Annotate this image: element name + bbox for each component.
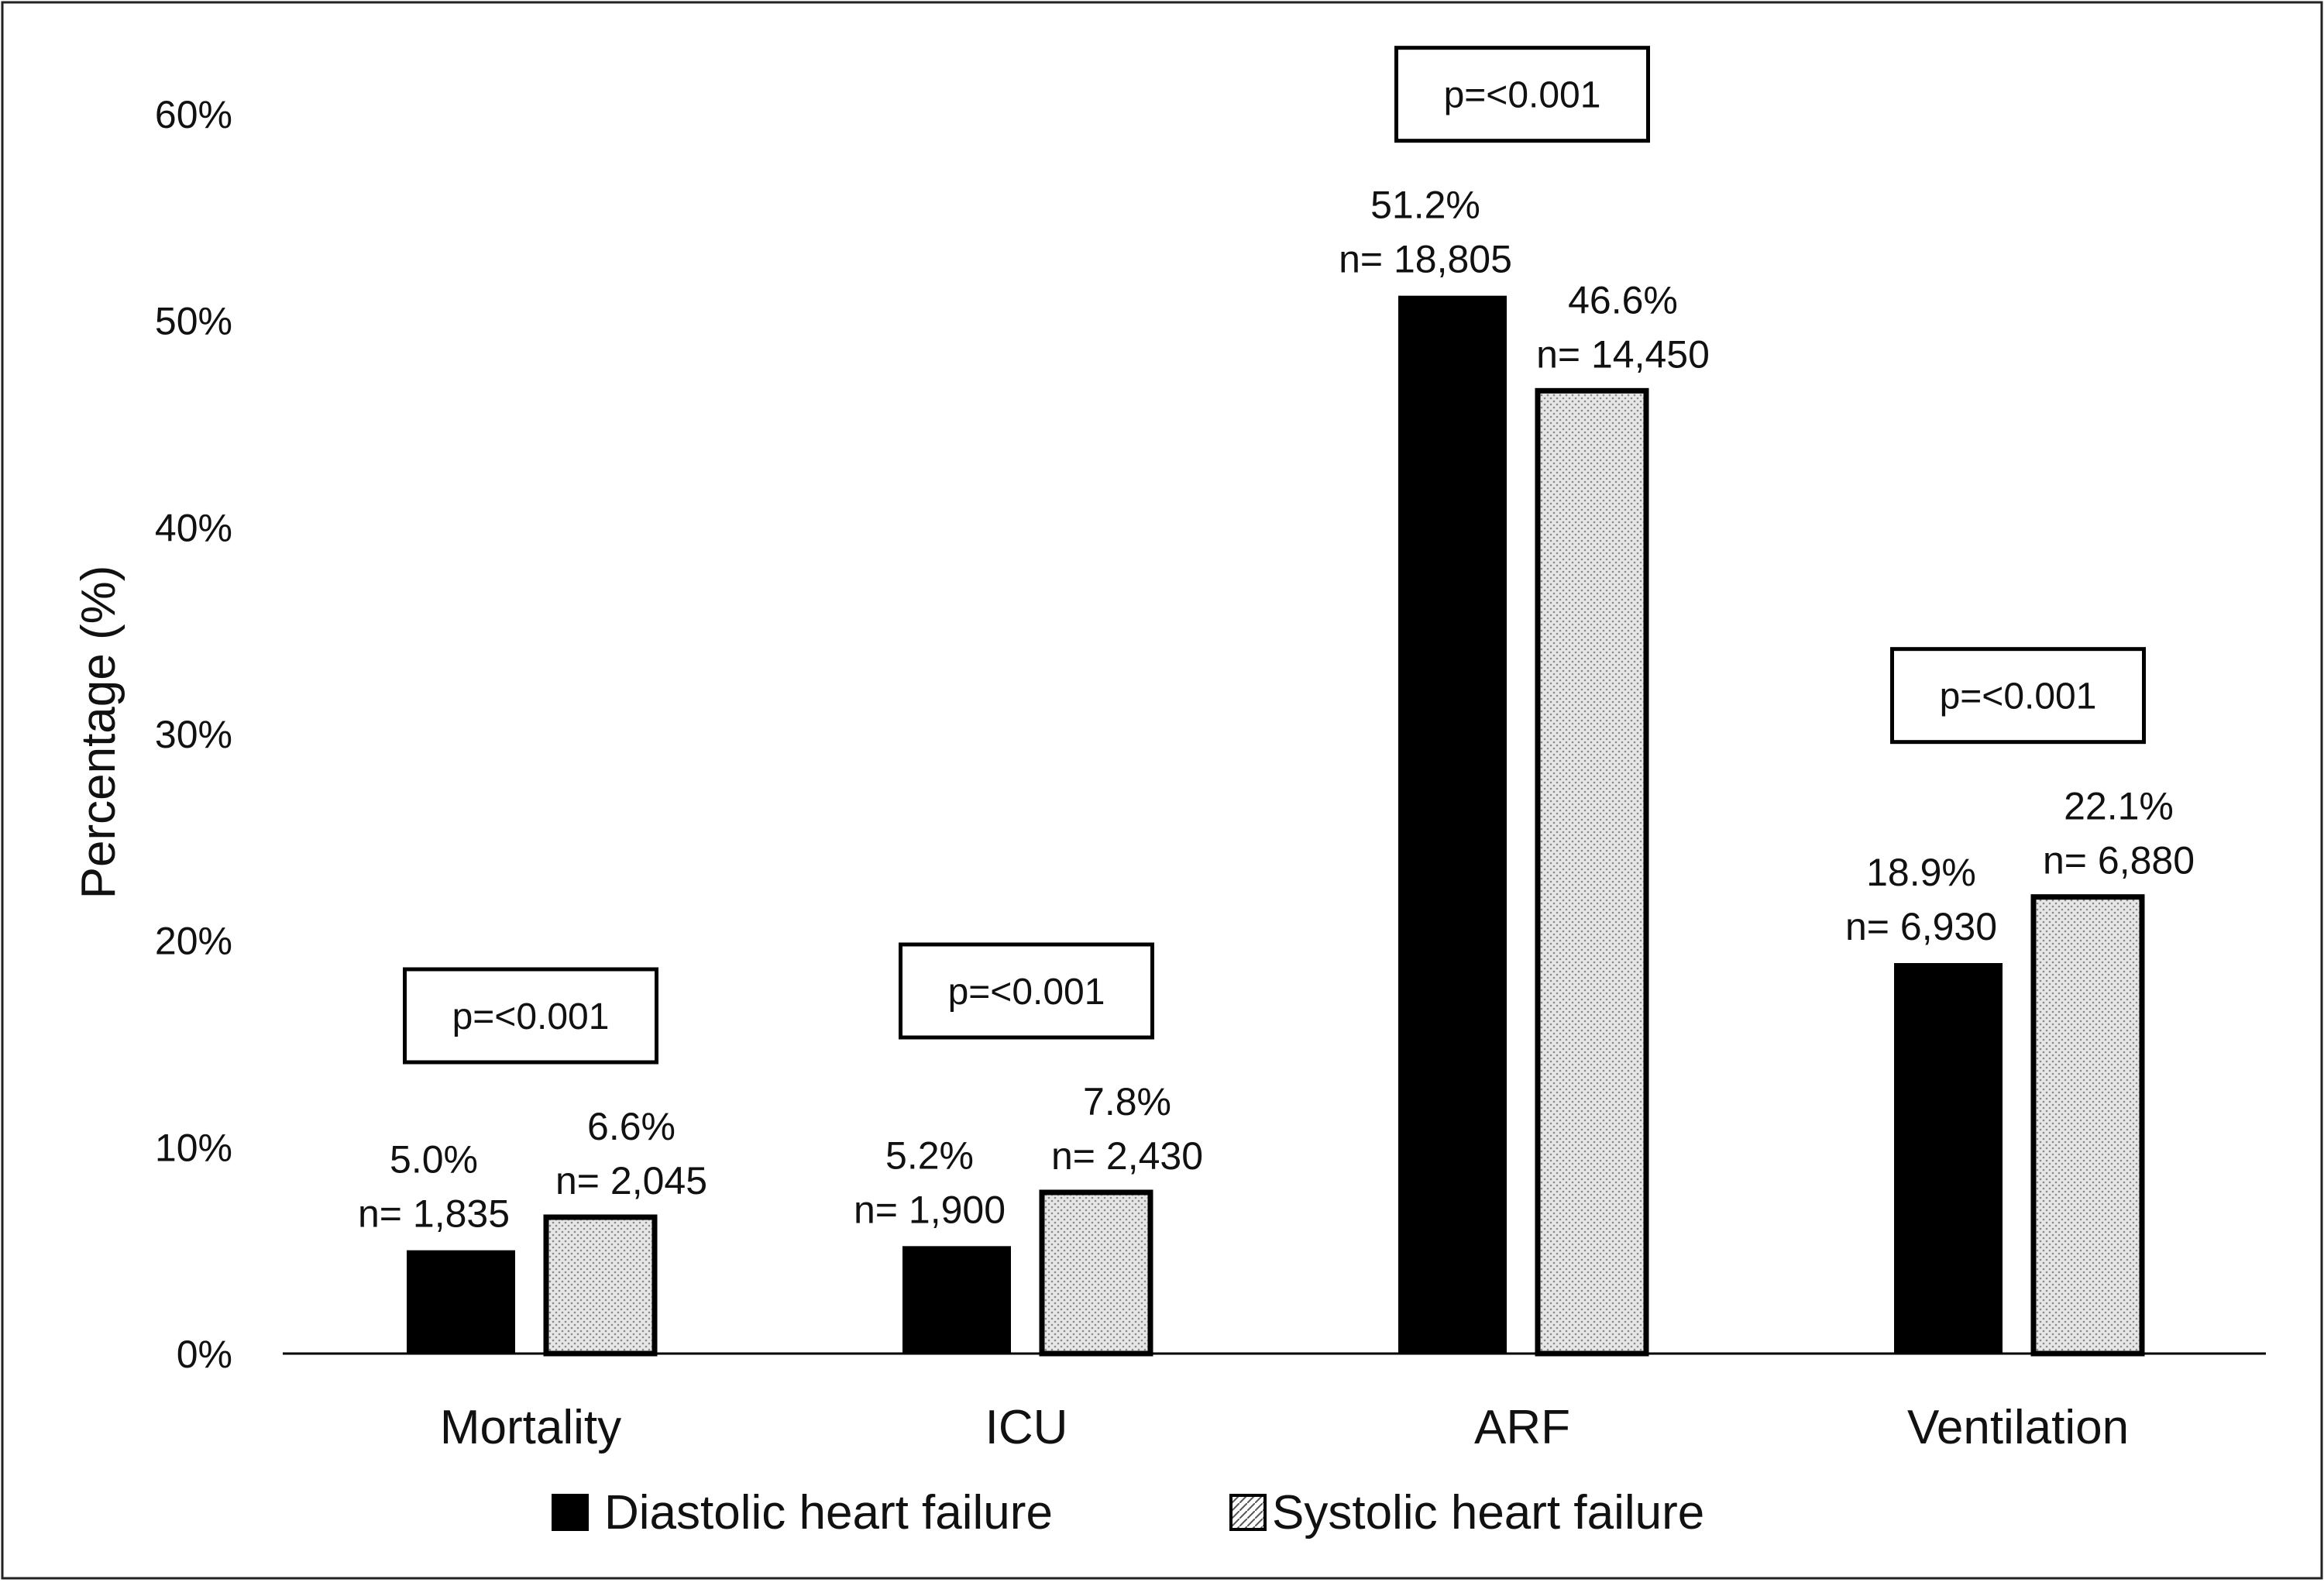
data-label-value: 46.6% [1568, 278, 1678, 322]
data-label-n: n= 1,835 [358, 1192, 510, 1236]
p-value-label: p=<0.001 [452, 996, 610, 1037]
data-label-value: 51.2% [1370, 184, 1480, 227]
data-label-n: n= 14,450 [1536, 332, 1710, 376]
p-value-label: p=<0.001 [1940, 676, 2097, 717]
bar-systolic [543, 1214, 658, 1357]
legend-label-systolic: Systolic heart failure [1272, 1486, 1704, 1540]
y-tick-label: 60% [155, 93, 232, 136]
y-tick-label: 0% [177, 1333, 232, 1376]
data-label-value: 22.1% [2064, 785, 2174, 828]
y-tick-label: 50% [155, 300, 232, 343]
y-tick-label: 40% [155, 506, 232, 549]
x-tick-label: ARF [1474, 1401, 1570, 1454]
bar-systolic [1535, 387, 1649, 1357]
bar-diastolic [1398, 295, 1507, 1354]
p-value-label: p=<0.001 [1444, 75, 1601, 116]
data-label-n: n= 6,880 [2043, 839, 2195, 882]
data-label-n: n= 2,430 [1051, 1134, 1203, 1178]
x-tick-label: Ventilation [1907, 1401, 2129, 1454]
y-axis-label: Percentage (%) [72, 566, 125, 900]
p-value-box [899, 942, 1154, 1040]
legend-label-diastolic: Diastolic heart failure [604, 1486, 1053, 1540]
y-tick-label: 30% [155, 713, 232, 756]
data-label-value: 18.9% [1866, 851, 1976, 894]
y-tick-label: 10% [155, 1126, 232, 1169]
p-value-label: p=<0.001 [948, 972, 1105, 1013]
data-label-n: n= 1,900 [854, 1188, 1006, 1231]
data-label-value: 5.0% [390, 1138, 478, 1182]
data-label-value: 6.6% [587, 1105, 676, 1148]
data-label-n: n= 6,930 [1845, 905, 1997, 948]
p-value-box [403, 967, 658, 1065]
p-value-box [1890, 647, 2146, 745]
p-value-box [1394, 46, 1650, 143]
data-label-n: n= 18,805 [1339, 238, 1512, 281]
data-label-n: n= 2,045 [555, 1159, 707, 1202]
y-tick-label: 20% [155, 920, 232, 963]
x-tick-label: Mortality [440, 1401, 621, 1454]
bar-diastolic [407, 1250, 515, 1354]
x-tick-label: ICU [985, 1401, 1068, 1454]
legend-swatch-systolic [1229, 1494, 1267, 1531]
bar-systolic [2030, 894, 2145, 1357]
bar-diastolic [902, 1246, 1011, 1354]
data-label-value: 5.2% [885, 1134, 974, 1177]
bar-diastolic [1894, 963, 2003, 1354]
data-label-value: 7.8% [1083, 1080, 1171, 1123]
legend-swatch-diastolic [552, 1494, 589, 1531]
bar-systolic [1039, 1189, 1153, 1357]
